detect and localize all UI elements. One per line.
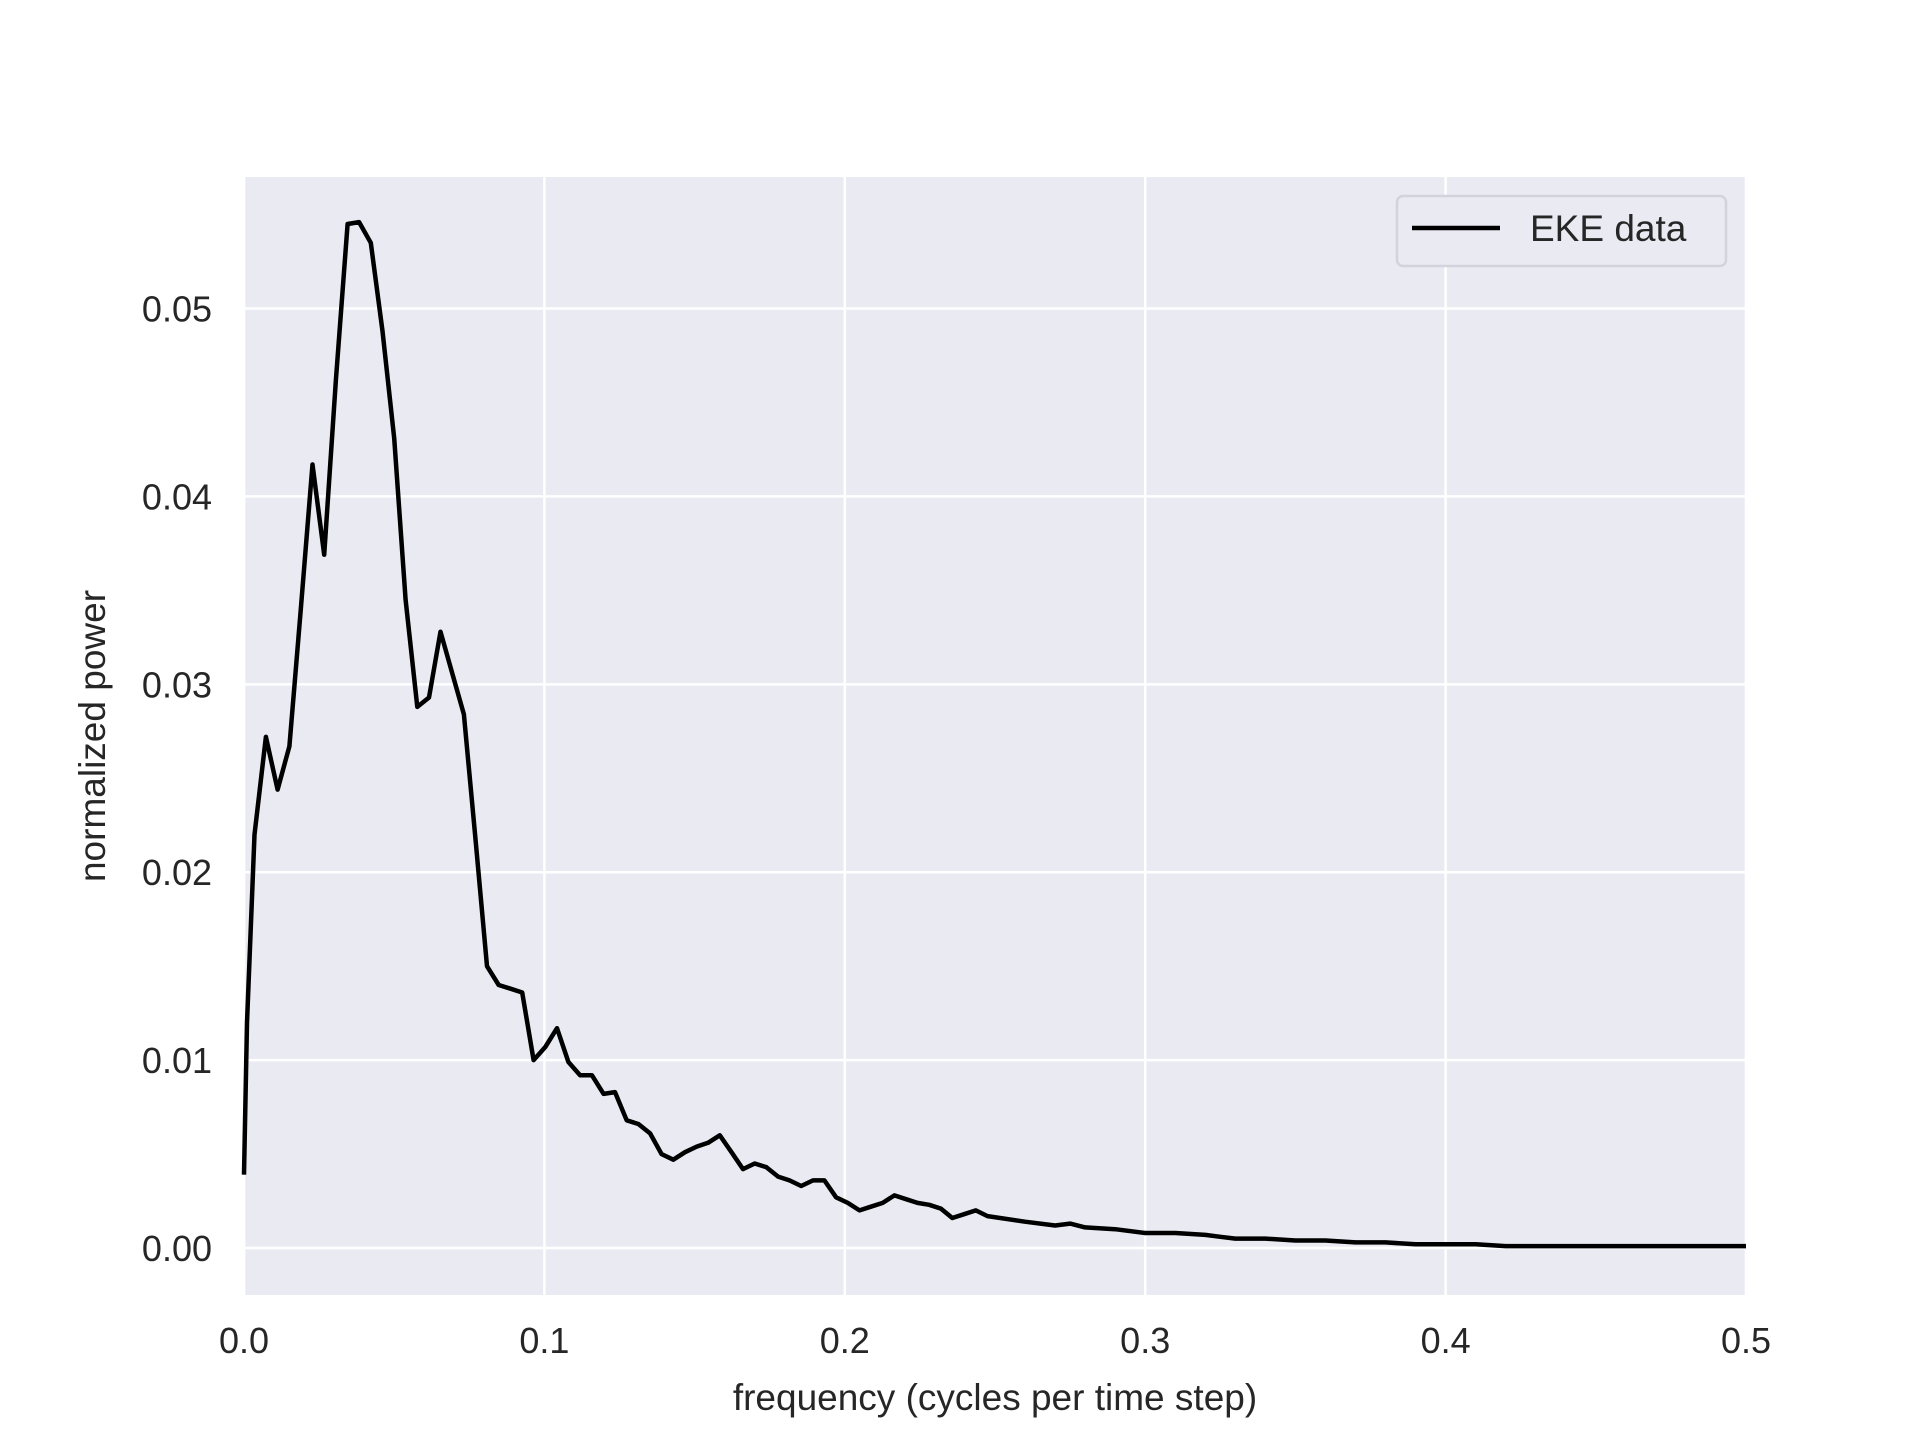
legend: EKE data <box>1395 194 1728 268</box>
y-tick-label: 0.01 <box>142 1040 212 1081</box>
x-tick-label: 0.2 <box>820 1320 870 1361</box>
y-tick-label: 0.04 <box>142 476 212 517</box>
x-tick-labels: 0.0 0.1 0.2 0.3 0.4 0.5 <box>219 1320 1771 1361</box>
y-tick-label: 0.02 <box>142 852 212 893</box>
legend-box <box>1395 194 1728 268</box>
y-tick-label: 0.05 <box>142 289 212 330</box>
x-axis-label: frequency (cycles per time step) <box>733 1377 1257 1418</box>
y-axis-label: normalized power <box>72 590 113 882</box>
legend-label: EKE data <box>1530 208 1687 249</box>
series-layer <box>241 219 1746 1249</box>
y-tick-label: 0.03 <box>142 664 212 705</box>
series-line-eke-data <box>241 219 1746 1249</box>
x-tick-label: 0.0 <box>219 1320 269 1361</box>
x-tick-label: 0.5 <box>1721 1320 1771 1361</box>
y-gridlines <box>244 307 1746 1250</box>
x-tick-label: 0.1 <box>519 1320 569 1361</box>
x-tick-label: 0.3 <box>1120 1320 1170 1361</box>
y-tick-label: 0.00 <box>142 1228 212 1269</box>
plot-area-background <box>244 177 1746 1295</box>
y-tick-labels: 0.00 0.01 0.02 0.03 0.04 0.05 <box>142 289 212 1269</box>
x-tick-label: 0.4 <box>1421 1320 1471 1361</box>
